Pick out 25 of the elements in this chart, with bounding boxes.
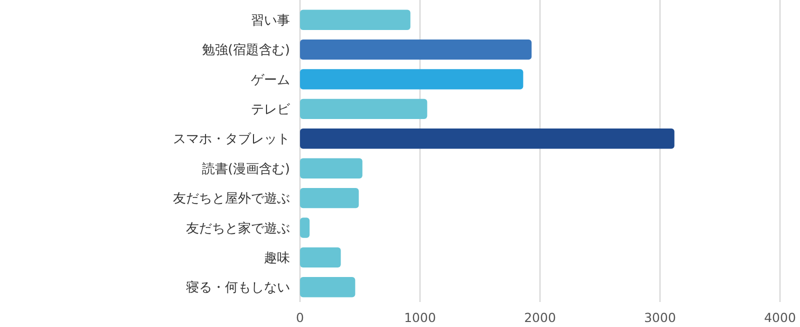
- bar: [300, 10, 410, 30]
- y-tick-label: 趣味: [264, 250, 290, 266]
- bar: [300, 247, 341, 268]
- bar: [300, 69, 524, 90]
- y-tick-label: 習い事: [251, 13, 290, 28]
- y-tick-label: ゲーム: [251, 72, 290, 88]
- x-tick-label: 3000: [644, 310, 676, 325]
- bar: [300, 188, 359, 208]
- y-tick-label: 読書(漫画含む): [202, 162, 290, 177]
- bar: [300, 158, 362, 178]
- y-tick-label: 勉強(宿題含む): [202, 42, 290, 58]
- y-tick-label: スマホ・タブレット: [173, 132, 290, 148]
- y-tick-label: 友だちと家で遊ぶ: [186, 220, 290, 236]
- x-tick-label: 1000: [404, 310, 436, 325]
- bar: [300, 98, 428, 120]
- x-tick-label: 4000: [764, 310, 796, 325]
- y-tick-label: 友だちと屋外で遊ぶ: [173, 192, 290, 207]
- x-tick-label: 2000: [524, 310, 556, 325]
- bar: [300, 39, 532, 60]
- bar: [300, 128, 674, 149]
- bar: [300, 277, 356, 298]
- y-tick-label: テレビ: [251, 102, 291, 118]
- bar: [300, 218, 310, 238]
- y-tick-label: 寝る・何もしない: [186, 280, 290, 296]
- x-tick-label: 0: [296, 310, 304, 325]
